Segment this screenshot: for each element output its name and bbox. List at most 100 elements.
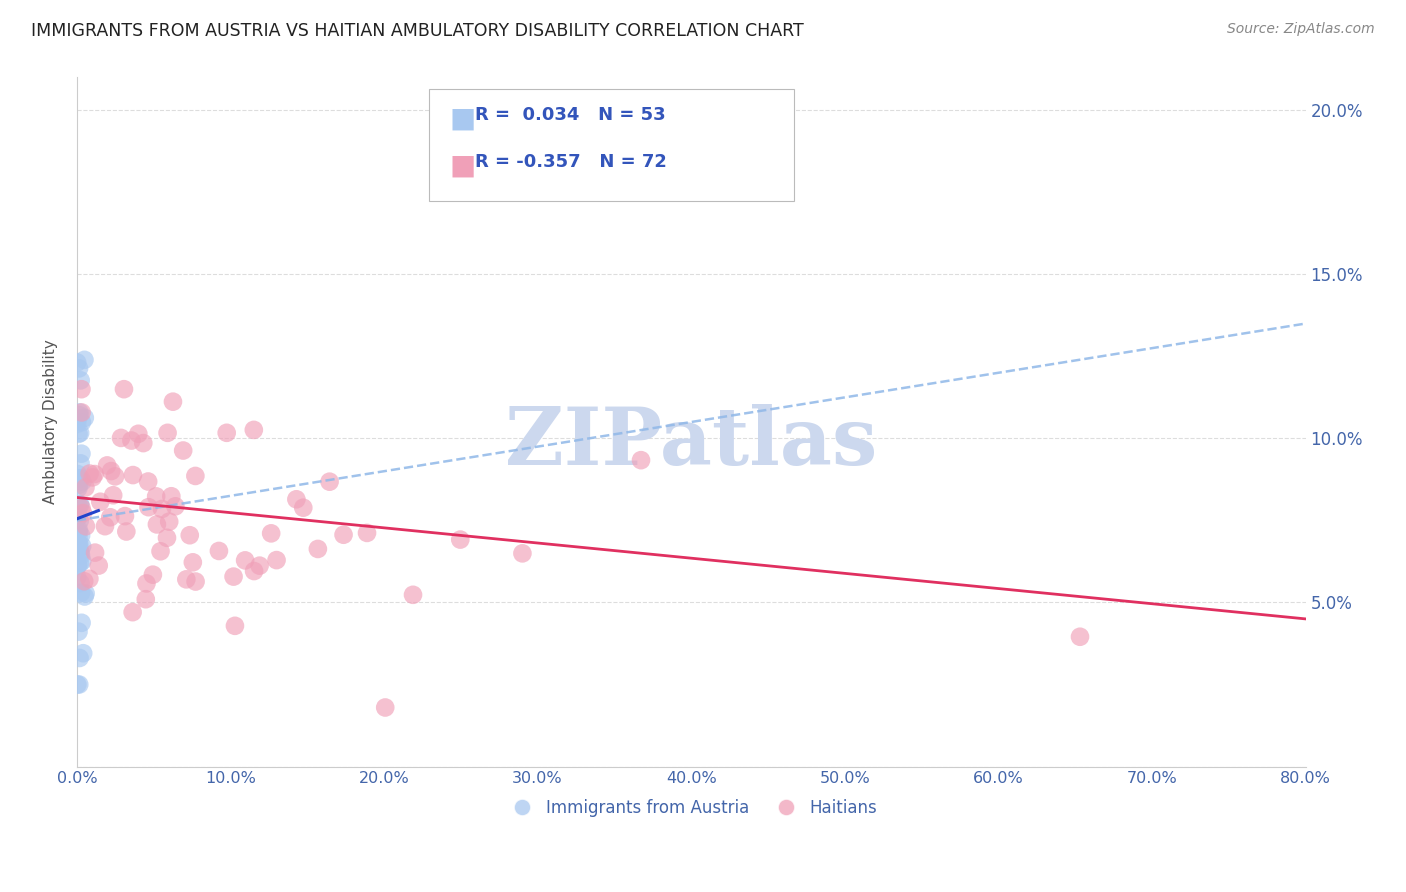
- Point: [243, 423, 266, 437]
- Text: ■: ■: [450, 152, 477, 179]
- Point: [179, 528, 201, 542]
- Point: [156, 425, 179, 440]
- Point: [66, 507, 89, 521]
- Point: [70, 447, 93, 461]
- Point: [98, 510, 121, 524]
- Point: [332, 527, 354, 541]
- Point: [122, 468, 145, 483]
- Point: [104, 469, 127, 483]
- Point: [70, 586, 93, 600]
- Point: [260, 526, 283, 541]
- Point: [145, 489, 167, 503]
- Point: [176, 572, 198, 586]
- Point: [142, 567, 165, 582]
- Point: [67, 510, 90, 524]
- Point: [402, 588, 425, 602]
- Point: [184, 574, 207, 589]
- Point: [67, 481, 90, 495]
- Point: [146, 517, 169, 532]
- Point: [138, 500, 160, 515]
- Text: R =  0.034   N = 53: R = 0.034 N = 53: [475, 106, 666, 124]
- Point: [66, 467, 89, 482]
- Point: [79, 467, 101, 481]
- Point: [75, 519, 97, 533]
- Point: [156, 531, 179, 545]
- Point: [149, 544, 172, 558]
- Point: [136, 475, 159, 489]
- Text: ■: ■: [450, 104, 477, 132]
- Point: [307, 541, 329, 556]
- Point: [67, 426, 90, 441]
- Point: [67, 498, 90, 512]
- Point: [224, 619, 246, 633]
- Point: [70, 539, 93, 553]
- Point: [160, 489, 183, 503]
- Point: [84, 546, 107, 560]
- Point: [66, 677, 89, 691]
- Point: [89, 495, 111, 509]
- Point: [249, 558, 271, 573]
- Text: R = -0.357   N = 72: R = -0.357 N = 72: [475, 153, 666, 171]
- Point: [69, 405, 91, 419]
- Point: [172, 443, 194, 458]
- Point: [75, 586, 97, 600]
- Point: [66, 417, 89, 431]
- Point: [72, 475, 94, 489]
- Point: [114, 509, 136, 524]
- Point: [69, 556, 91, 570]
- Point: [69, 498, 91, 512]
- Point: [127, 426, 149, 441]
- Point: [69, 373, 91, 387]
- Point: [67, 477, 90, 491]
- Point: [215, 425, 238, 440]
- Point: [67, 530, 90, 544]
- Point: [67, 525, 90, 540]
- Point: [67, 541, 90, 555]
- Point: [67, 523, 90, 537]
- Point: [69, 651, 91, 665]
- Point: [165, 500, 187, 514]
- Point: [243, 564, 266, 578]
- Point: [630, 453, 652, 467]
- Point: [69, 456, 91, 470]
- Point: [374, 700, 396, 714]
- Text: Source: ZipAtlas.com: Source: ZipAtlas.com: [1227, 22, 1375, 37]
- Point: [73, 574, 96, 589]
- Point: [67, 408, 90, 422]
- Point: [73, 590, 96, 604]
- Point: [1069, 630, 1091, 644]
- Point: [67, 361, 90, 376]
- Point: [115, 524, 138, 539]
- Point: [69, 545, 91, 559]
- Point: [67, 475, 90, 489]
- Point: [66, 355, 89, 369]
- Point: [356, 525, 378, 540]
- Point: [101, 488, 124, 502]
- Point: [72, 506, 94, 520]
- Point: [208, 544, 231, 558]
- Point: [184, 469, 207, 483]
- Point: [135, 592, 157, 607]
- Point: [132, 436, 155, 450]
- Point: [112, 382, 135, 396]
- Point: [150, 502, 173, 516]
- Point: [67, 624, 90, 639]
- Point: [222, 569, 245, 583]
- Point: [70, 549, 93, 563]
- Point: [69, 425, 91, 440]
- Text: ZIPatlas: ZIPatlas: [505, 404, 877, 482]
- Point: [512, 546, 534, 560]
- Point: [67, 471, 90, 485]
- Point: [75, 480, 97, 494]
- Point: [72, 554, 94, 568]
- Point: [67, 536, 90, 550]
- Point: [67, 472, 90, 486]
- Y-axis label: Ambulatory Disability: Ambulatory Disability: [44, 340, 58, 504]
- Point: [83, 467, 105, 481]
- Point: [162, 394, 184, 409]
- Point: [67, 677, 90, 691]
- Point: [72, 646, 94, 660]
- Point: [181, 555, 204, 569]
- Point: [96, 458, 118, 473]
- Point: [70, 415, 93, 429]
